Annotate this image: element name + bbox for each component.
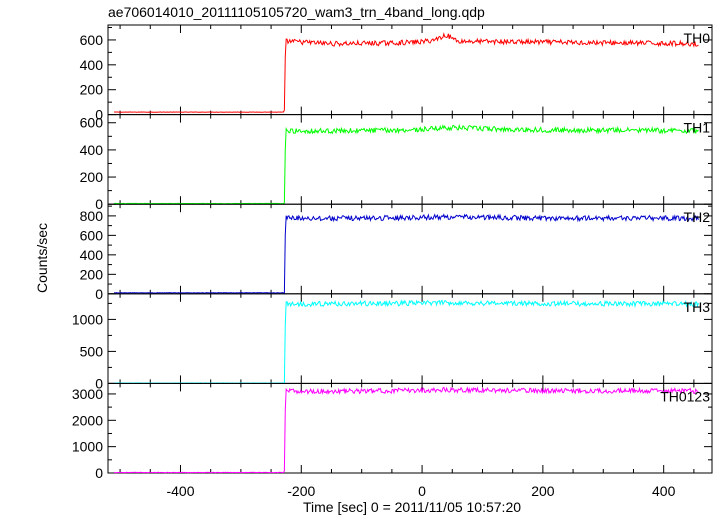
panel-frame (107, 382, 713, 474)
panel-frame (107, 293, 713, 384)
x-tick-label: -200 (287, 483, 315, 499)
y-tick-label: 0 (95, 196, 103, 212)
panel-th0123: 0 1000 2000 3000 TH0123 (72, 382, 713, 481)
series-label-th2: TH2 (684, 209, 711, 225)
x-tick-label: 200 (531, 483, 555, 499)
y-tick-label: 200 (80, 266, 104, 282)
series-line-th2 (114, 213, 699, 295)
y-tick-label: 600 (80, 115, 104, 131)
y-tick-label: 200 (80, 169, 104, 185)
panel-th3: 0 500 1000 TH3 (72, 293, 713, 391)
y-tick-label: 500 (80, 343, 104, 359)
x-tick-label: 400 (652, 483, 676, 499)
panel-th2: 0 200 400 600 800 TH2 (80, 203, 713, 302)
series-line-th1 (114, 123, 699, 205)
y-tick-label: 600 (80, 32, 104, 48)
y-tick-label: 3000 (72, 386, 103, 402)
y-tick-label: 800 (80, 208, 104, 224)
y-axis-label: Counts/sec (34, 223, 50, 293)
y-tick-label: 0 (95, 107, 103, 123)
y-tick-label: 1000 (72, 439, 103, 455)
series-line-th0123 (113, 386, 699, 474)
x-axis-label: Time [sec] 0 = 2011/11/05 10:57:20 (303, 499, 521, 515)
series-line-th3 (113, 299, 699, 385)
series-label-th3: TH3 (684, 299, 711, 315)
y-tick-label: 400 (80, 142, 104, 158)
series-label-th0: TH0 (684, 30, 711, 46)
x-tick-label: 0 (418, 483, 426, 499)
y-tick-label: 400 (80, 247, 104, 263)
panel-th1: 0 200 400 600 TH1 (80, 114, 713, 212)
chart-title: ae706014010_20111105105720_wam3_trn_4ban… (108, 4, 485, 20)
y-tick-label: 200 (80, 82, 104, 98)
y-tick-label: 0 (95, 375, 103, 391)
y-tick-label: 1000 (72, 311, 103, 327)
panel-frame (107, 114, 713, 205)
chart-panels: 0 200 400 600 TH0 0 200 400 600 TH1 0 200 400 600 800 T… (72, 24, 713, 499)
series-label-th1: TH1 (684, 120, 711, 136)
panel-frame (107, 24, 713, 116)
series-line-th0 (113, 32, 699, 113)
series-label-th0123: TH0123 (660, 388, 710, 404)
y-tick-label: 400 (80, 57, 104, 73)
x-tick-label: -400 (166, 483, 194, 499)
y-tick-label: 0 (95, 465, 103, 481)
panel-th0: 0 200 400 600 TH0 (80, 24, 713, 123)
y-tick-label: 2000 (72, 412, 103, 428)
y-tick-label: 0 (95, 286, 103, 302)
y-tick-label: 600 (80, 227, 104, 243)
